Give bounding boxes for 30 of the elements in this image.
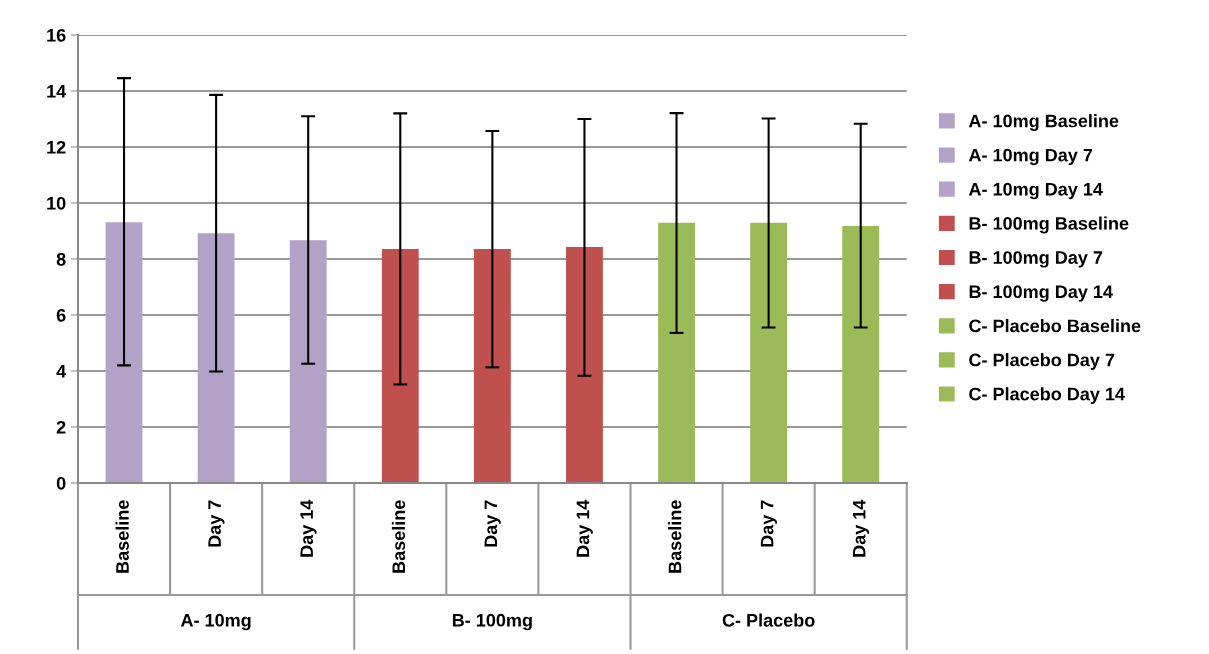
x-tick-label: Baseline [668, 500, 682, 573]
legend-label: A- 10mg Day 7 [968, 148, 1093, 166]
x-tick-label: Baseline [391, 500, 406, 573]
legend-label: C- Placebo Day 14 [969, 387, 1125, 404]
x-tick-label: Day 14 [300, 499, 317, 557]
y-tick-label: 10 [47, 196, 66, 210]
x-tick-label: Day 7 [484, 500, 501, 547]
x-tick-label: Day 14 [852, 499, 870, 557]
y-tick-label: 16 [47, 28, 66, 42]
legend-label: B- 100mg Baseline [969, 216, 1129, 234]
y-tick-label: 2 [56, 420, 66, 434]
legend-label: A- 10mg Day 14 [968, 182, 1103, 200]
x-tick-label: Baseline [115, 500, 129, 573]
text: A- 10mg [180, 613, 251, 631]
x-tick-label: Day 7 [208, 500, 225, 547]
y-tick-label: 12 [47, 140, 66, 154]
text: C- Placebo [722, 613, 815, 627]
y-tick-label: 14 [47, 85, 67, 98]
y-tick-label: 4 [56, 365, 67, 378]
legend-label: A- 10mg Baseline [968, 114, 1119, 131]
legend-label: C- Placebo Baseline [969, 319, 1141, 333]
x-tick-label: Day 14 [576, 499, 593, 557]
x-tick-label: Day 7 [760, 500, 778, 547]
y-tick-label: 6 [56, 308, 66, 322]
legend-label: B- 100mg Day 14 [969, 285, 1113, 302]
legend-label: B- 100mg Day 7 [969, 251, 1103, 268]
y-tick-label: 0 [56, 476, 66, 490]
text: B- 100mg [452, 613, 532, 631]
y-tick-label: 8 [56, 252, 66, 266]
legend-label: C- Placebo Day 7 [969, 353, 1115, 370]
